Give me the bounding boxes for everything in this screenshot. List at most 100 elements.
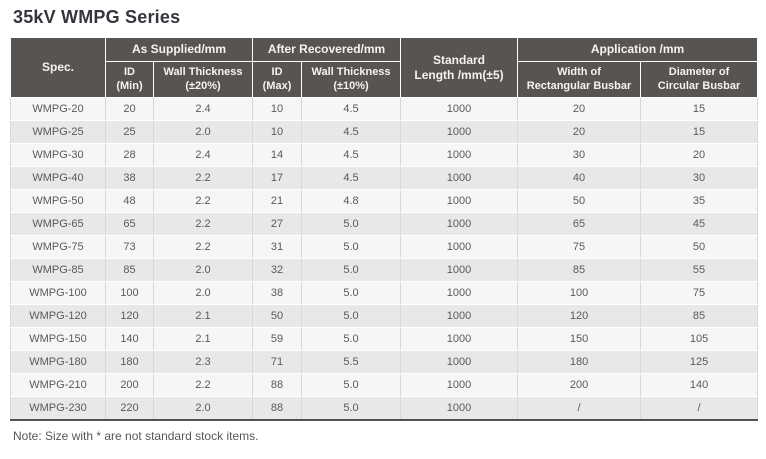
cell-dia_circ_busbar: 35 (640, 189, 759, 213)
footnote: Note: Size with * are not standard stock… (13, 428, 259, 443)
cell-wall_thickness_10: 4.5 (301, 97, 402, 121)
cell-id_min: 25 (105, 120, 154, 144)
cell-standard_length: 1000 (400, 189, 519, 213)
cell-id_max: 21 (252, 189, 303, 213)
cell-width_rect_busbar: 40 (517, 166, 642, 190)
cell-dia_circ_busbar: 140 (640, 373, 759, 397)
header-group-after-recovered: After Recovered/mm (252, 37, 402, 62)
cell-id_min: 65 (105, 212, 154, 236)
cell-id_max: 17 (252, 166, 303, 190)
cell-id_min: 220 (105, 396, 154, 420)
cell-standard_length: 1000 (400, 327, 519, 351)
cell-wall_thickness_10: 5.0 (301, 396, 402, 420)
cell-wall_thickness_20: 2.1 (153, 327, 254, 351)
cell-dia_circ_busbar: 45 (640, 212, 759, 236)
cell-width_rect_busbar: 50 (517, 189, 642, 213)
cell-dia_circ_busbar: 85 (640, 304, 759, 328)
cell-id_min: 28 (105, 143, 154, 167)
cell-standard_length: 1000 (400, 304, 519, 328)
cell-standard_length: 1000 (400, 166, 519, 190)
cell-id_min: 38 (105, 166, 154, 190)
cell-id_min: 73 (105, 235, 154, 259)
header-id-max: ID (Max) (252, 61, 303, 98)
cell-id_min: 180 (105, 350, 154, 374)
cell-wall_thickness_10: 4.8 (301, 189, 402, 213)
cell-wall_thickness_10: 5.0 (301, 258, 402, 282)
cell-id_max: 59 (252, 327, 303, 351)
table-row: WMPG-210 200 2.2 88 5.0 1000 200 140 (10, 373, 759, 397)
cell-dia_circ_busbar: 75 (640, 281, 759, 305)
header-standard-length: Standard Length /mm(±5) (400, 37, 519, 98)
cell-standard_length: 1000 (400, 350, 519, 374)
cell-id_min: 20 (105, 97, 154, 121)
table-row: WMPG-20 20 2.4 10 4.5 1000 20 15 (10, 97, 759, 121)
header-dia-circ-busbar: Diameter of Circular Busbar (640, 61, 759, 98)
cell-width_rect_busbar: 30 (517, 143, 642, 167)
cell-dia_circ_busbar: 125 (640, 350, 759, 374)
cell-spec: WMPG-40 (10, 166, 106, 190)
header-spec: Spec. (10, 37, 106, 98)
cell-dia_circ_busbar: / (640, 396, 759, 420)
cell-spec: WMPG-25 (10, 120, 106, 144)
cell-standard_length: 1000 (400, 235, 519, 259)
cell-wall_thickness_20: 2.2 (153, 212, 254, 236)
table-row: WMPG-50 48 2.2 21 4.8 1000 50 35 (10, 189, 759, 213)
cell-id_max: 31 (252, 235, 303, 259)
cell-standard_length: 1000 (400, 97, 519, 121)
cell-dia_circ_busbar: 20 (640, 143, 759, 167)
cell-width_rect_busbar: 200 (517, 373, 642, 397)
page-title: 35kV WMPG Series (13, 7, 181, 27)
cell-dia_circ_busbar: 15 (640, 97, 759, 121)
table-row: WMPG-40 38 2.2 17 4.5 1000 40 30 (10, 166, 759, 190)
cell-width_rect_busbar: 20 (517, 120, 642, 144)
cell-wall_thickness_20: 2.2 (153, 166, 254, 190)
cell-width_rect_busbar: 65 (517, 212, 642, 236)
cell-spec: WMPG-120 (10, 304, 106, 328)
cell-width_rect_busbar: 120 (517, 304, 642, 328)
cell-id_min: 85 (105, 258, 154, 282)
cell-id_max: 88 (252, 373, 303, 397)
cell-id_max: 88 (252, 396, 303, 420)
cell-id_max: 38 (252, 281, 303, 305)
cell-wall_thickness_10: 5.0 (301, 327, 402, 351)
cell-spec: WMPG-65 (10, 212, 106, 236)
table-row: WMPG-180 180 2.3 71 5.5 1000 180 125 (10, 350, 759, 374)
cell-wall_thickness_20: 2.1 (153, 304, 254, 328)
cell-standard_length: 1000 (400, 258, 519, 282)
cell-id_max: 10 (252, 97, 303, 121)
cell-standard_length: 1000 (400, 212, 519, 236)
cell-width_rect_busbar: 75 (517, 235, 642, 259)
header-sub-row: ID (Min) Wall Thickness (±20%) ID (Max) … (11, 61, 759, 98)
cell-id_min: 140 (105, 327, 154, 351)
cell-dia_circ_busbar: 15 (640, 120, 759, 144)
cell-standard_length: 1000 (400, 143, 519, 167)
table-row: WMPG-30 28 2.4 14 4.5 1000 30 20 (10, 143, 759, 167)
cell-standard_length: 1000 (400, 373, 519, 397)
cell-spec: WMPG-100 (10, 281, 106, 305)
cell-spec: WMPG-180 (10, 350, 106, 374)
cell-dia_circ_busbar: 55 (640, 258, 759, 282)
cell-id_max: 50 (252, 304, 303, 328)
header-width-rect-busbar: Width of Rectangular Busbar (517, 61, 642, 98)
table-row: WMPG-85 85 2.0 32 5.0 1000 85 55 (10, 258, 759, 282)
header-wall-thickness-10: Wall Thickness (±10%) (301, 61, 402, 98)
cell-wall_thickness_10: 5.0 (301, 304, 402, 328)
cell-width_rect_busbar: 180 (517, 350, 642, 374)
cell-wall_thickness_20: 2.2 (153, 373, 254, 397)
cell-wall_thickness_10: 5.0 (301, 212, 402, 236)
cell-id_min: 120 (105, 304, 154, 328)
cell-wall_thickness_20: 2.4 (153, 143, 254, 167)
cell-spec: WMPG-30 (10, 143, 106, 167)
table-row: WMPG-100 100 2.0 38 5.0 1000 100 75 (10, 281, 759, 305)
cell-wall_thickness_20: 2.4 (153, 97, 254, 121)
cell-spec: WMPG-50 (10, 189, 106, 213)
header-group-as-supplied: As Supplied/mm (104, 37, 254, 62)
cell-spec: WMPG-210 (10, 373, 106, 397)
table-header: Spec. As Supplied/mm After Recovered/mm … (10, 37, 759, 98)
spec-table: Spec. As Supplied/mm After Recovered/mm … (10, 37, 759, 421)
cell-wall_thickness_20: 2.0 (153, 120, 254, 144)
cell-id_min: 48 (105, 189, 154, 213)
cell-spec: WMPG-150 (10, 327, 106, 351)
cell-width_rect_busbar: 85 (517, 258, 642, 282)
